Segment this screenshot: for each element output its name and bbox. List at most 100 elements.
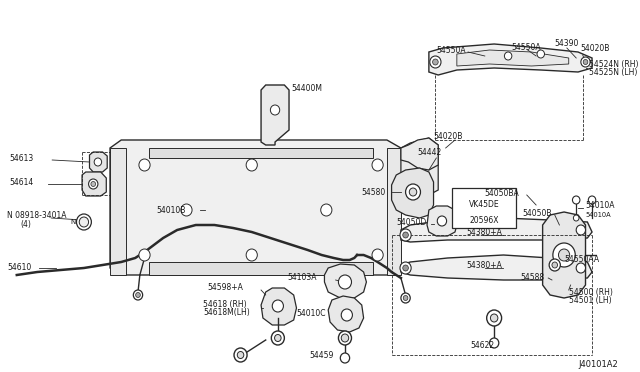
Text: 20596X: 20596X	[469, 216, 499, 225]
Circle shape	[372, 159, 383, 171]
Circle shape	[504, 52, 512, 60]
Circle shape	[433, 59, 438, 65]
Text: 54618 (RH): 54618 (RH)	[204, 301, 247, 310]
Circle shape	[275, 334, 281, 341]
Circle shape	[406, 184, 420, 200]
Circle shape	[490, 338, 499, 348]
Polygon shape	[261, 85, 289, 145]
Text: 54010A: 54010A	[586, 201, 615, 209]
Polygon shape	[110, 148, 126, 275]
Text: J40101A2: J40101A2	[578, 360, 618, 369]
Text: 54010B: 54010B	[157, 205, 186, 215]
Text: 54442: 54442	[418, 148, 442, 157]
Text: 54380+A: 54380+A	[466, 260, 502, 269]
Circle shape	[401, 293, 410, 303]
Circle shape	[403, 232, 408, 238]
Polygon shape	[110, 140, 401, 275]
Circle shape	[139, 249, 150, 261]
Circle shape	[246, 249, 257, 261]
Circle shape	[403, 295, 408, 301]
Circle shape	[271, 331, 284, 345]
Circle shape	[79, 217, 88, 227]
Text: VK45DE: VK45DE	[468, 200, 499, 209]
Text: 54020B: 54020B	[580, 44, 609, 52]
Polygon shape	[429, 44, 592, 75]
Circle shape	[341, 309, 353, 321]
Circle shape	[372, 249, 383, 261]
Text: 54550A: 54550A	[436, 45, 466, 55]
Polygon shape	[328, 296, 364, 332]
Circle shape	[136, 292, 140, 298]
Circle shape	[272, 300, 284, 312]
Circle shape	[552, 262, 557, 268]
Text: 54020B: 54020B	[433, 131, 463, 141]
Circle shape	[588, 196, 596, 204]
Text: 54459: 54459	[310, 350, 334, 359]
Polygon shape	[543, 212, 586, 298]
Circle shape	[559, 249, 570, 261]
Polygon shape	[90, 152, 108, 172]
Text: 54525N (LH): 54525N (LH)	[589, 67, 637, 77]
Circle shape	[321, 204, 332, 216]
Text: 54050B: 54050B	[522, 208, 552, 218]
Polygon shape	[427, 206, 457, 236]
Text: 54010C: 54010C	[296, 308, 326, 317]
Text: 54580: 54580	[362, 187, 386, 196]
Circle shape	[576, 263, 586, 273]
Circle shape	[339, 275, 351, 289]
Circle shape	[410, 188, 417, 196]
Circle shape	[341, 334, 349, 342]
Polygon shape	[387, 148, 401, 275]
Text: 54390: 54390	[555, 38, 579, 48]
Circle shape	[581, 57, 590, 67]
Text: 54613: 54613	[10, 154, 33, 163]
Text: 54550A: 54550A	[511, 42, 541, 51]
Circle shape	[573, 215, 579, 221]
Circle shape	[486, 310, 502, 326]
Circle shape	[76, 214, 92, 230]
Text: 54588: 54588	[520, 273, 545, 282]
Text: 54103A: 54103A	[287, 273, 317, 282]
Circle shape	[88, 179, 98, 189]
Circle shape	[537, 50, 545, 58]
Circle shape	[91, 182, 95, 186]
Circle shape	[181, 204, 192, 216]
Polygon shape	[149, 148, 373, 158]
Polygon shape	[401, 218, 592, 242]
Text: 54524N (RH): 54524N (RH)	[589, 60, 639, 68]
Polygon shape	[149, 262, 373, 275]
Circle shape	[576, 225, 586, 235]
Text: 54622: 54622	[471, 340, 495, 350]
Polygon shape	[324, 264, 367, 298]
Text: 54614: 54614	[10, 177, 33, 186]
Bar	[452, 188, 516, 228]
Circle shape	[549, 259, 561, 271]
Text: 54501 (LH): 54501 (LH)	[569, 295, 611, 305]
Text: (4): (4)	[20, 219, 31, 228]
Polygon shape	[401, 138, 438, 195]
Text: 54050D: 54050D	[396, 218, 426, 227]
Circle shape	[339, 331, 351, 345]
Circle shape	[598, 251, 605, 259]
Circle shape	[430, 56, 441, 68]
Polygon shape	[457, 50, 569, 66]
Text: 54610: 54610	[8, 263, 32, 273]
Circle shape	[133, 290, 143, 300]
Text: 54598+A: 54598+A	[207, 283, 243, 292]
Circle shape	[403, 265, 408, 271]
Circle shape	[270, 105, 280, 115]
Circle shape	[437, 216, 447, 226]
Text: N 08918-3401A: N 08918-3401A	[8, 211, 67, 219]
Circle shape	[572, 196, 580, 204]
Circle shape	[237, 352, 244, 359]
Circle shape	[400, 229, 411, 241]
Text: 54050BA: 54050BA	[485, 189, 520, 198]
Polygon shape	[392, 168, 433, 218]
Circle shape	[139, 159, 150, 171]
Text: 54010A: 54010A	[586, 212, 611, 218]
Circle shape	[400, 262, 411, 274]
Text: N: N	[70, 219, 76, 225]
Text: 54550AA: 54550AA	[564, 256, 599, 264]
Text: 54400M: 54400M	[291, 83, 322, 93]
Polygon shape	[401, 138, 438, 170]
